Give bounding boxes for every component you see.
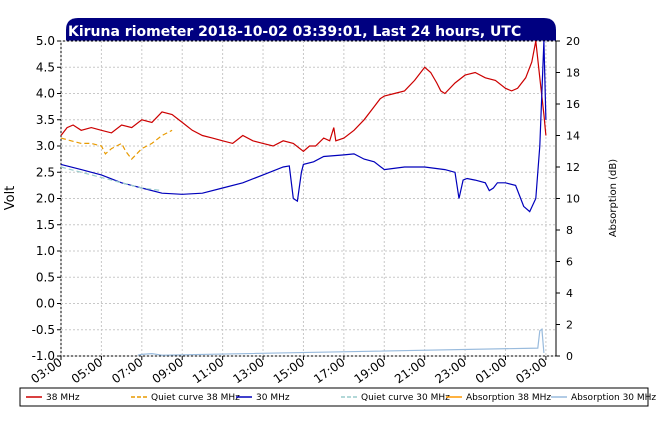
series-line-5 [137, 328, 545, 356]
y2-tick-label: 16 [566, 98, 580, 111]
x-tick-label: 09:00 [150, 355, 186, 386]
x-tick-label: 07:00 [109, 355, 145, 386]
y-tick-label: 5.0 [36, 34, 55, 48]
y2-tick-label: 12 [566, 161, 580, 174]
x-tick-label: 21:00 [392, 355, 428, 386]
series-line-1 [60, 129, 173, 161]
y-tick-label: 0.0 [36, 297, 55, 311]
x-tick-label: 03:00 [513, 355, 549, 386]
y-tick-label: 0.5 [36, 270, 55, 284]
x-tick-label: 23:00 [432, 355, 468, 386]
y-tick-label: 1.0 [36, 244, 55, 258]
x-tick-label: 11:00 [190, 355, 226, 386]
legend-label: 38 MHz [46, 393, 80, 403]
series-line-3 [60, 166, 163, 192]
y-axis-label: Volt [3, 186, 18, 211]
y2-tick-label: 2 [566, 319, 573, 332]
y2-tick-label: 8 [566, 224, 573, 237]
legend-label: Quiet curve 38 MHz [151, 393, 240, 403]
x-tick-label: 13:00 [230, 355, 266, 386]
y2-tick-label: 18 [566, 67, 580, 80]
grid-lines [60, 40, 556, 357]
x-tick-label: 05:00 [69, 355, 105, 386]
x-tick-label: 17:00 [311, 355, 347, 386]
series-line-0 [60, 40, 547, 153]
legend-label: Absorption 30 MHz [571, 393, 656, 403]
title-bar [66, 18, 556, 41]
y-tick-label: 1.5 [36, 218, 55, 232]
series-layer [60, 40, 547, 356]
chart-title: Kiruna riometer 2018-10-02 03:39:01, Las… [68, 24, 521, 40]
y-tick-label: -0.5 [32, 323, 55, 337]
legend-label: 30 MHz [256, 393, 290, 403]
y2-tick-label: 4 [566, 287, 573, 300]
x-tick-label: 15:00 [271, 355, 307, 386]
y-tick-label: -1.0 [32, 349, 55, 363]
y2-tick-label: 6 [566, 256, 573, 269]
legend-label: Quiet curve 30 MHz [361, 393, 450, 403]
legend-box [19, 387, 649, 407]
y2-tick-label: 10 [566, 193, 580, 206]
x-axis-ticks: 03:00 05:00 07:00 09:00 11:00 13:00 15:00 17:00… [28, 355, 549, 386]
y-tick-label: 4.5 [36, 60, 55, 74]
y2-axis-label: Absorption (dB) [608, 159, 619, 237]
y-tick-label: 2.5 [36, 165, 55, 179]
x-tick-label: 01:00 [473, 355, 509, 386]
y-tick-label: 4.0 [36, 87, 55, 101]
y2-tick-label: 0 [566, 350, 573, 363]
y-tick-label: 3.5 [36, 113, 55, 127]
y2-tick-label: 14 [566, 130, 580, 143]
series-line-2 [60, 40, 547, 213]
y-tick-label: 3.0 [36, 139, 55, 153]
y-axis-ticks: 5.0 4.5 4.0 3.5 3.0 2.5 2.0 1.5 1.0 0.5 0.0 -0.5 -1.… [32, 34, 61, 363]
y-tick-label: 2.0 [36, 192, 55, 206]
legend: 38 MHz Quiet curve 38 MHz 30 MHz Quiet curv… [26, 393, 656, 403]
x-tick-label: 19:00 [352, 355, 388, 386]
y2-tick-label: 20 [566, 35, 580, 48]
legend-label: Absorption 38 MHz [466, 393, 551, 403]
